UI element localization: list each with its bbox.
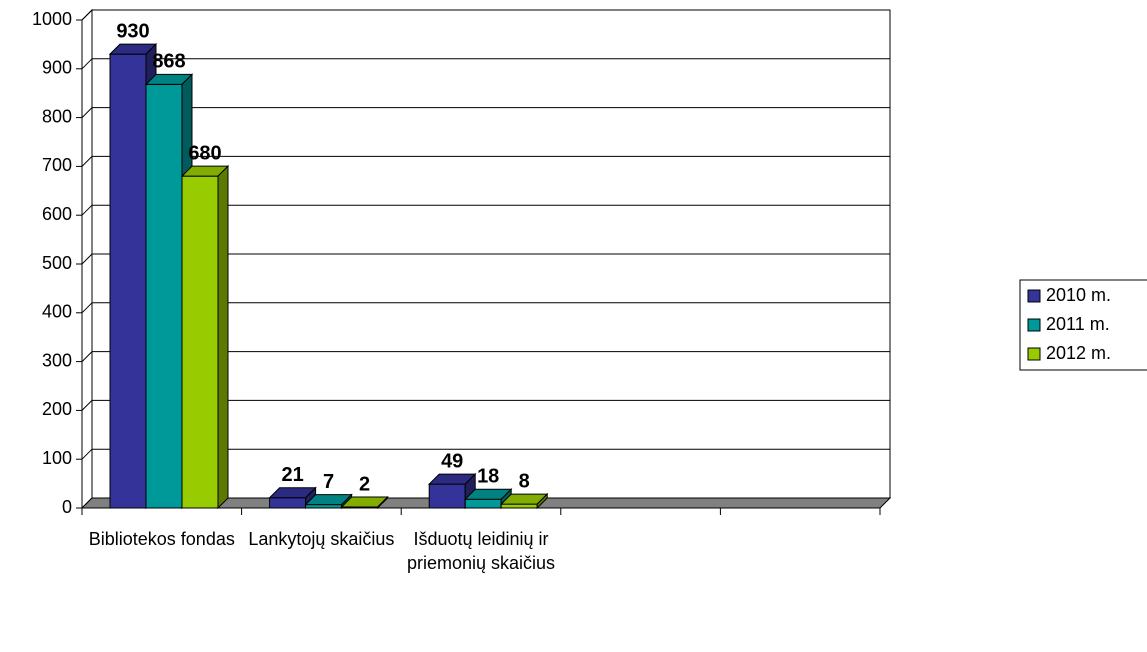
x-tick-label: Išduotų leidinių ir priemonių skaičius (406, 529, 556, 573)
data-label: 49 (441, 450, 463, 472)
legend-swatch (1027, 347, 1041, 361)
bar-side (217, 164, 229, 510)
y-tick-label: 200 (42, 399, 72, 419)
y-tick-label: 1000 (32, 9, 72, 29)
grid-line (81, 58, 93, 70)
bar (109, 53, 147, 509)
grid-line (81, 9, 93, 21)
data-label: 2 (359, 473, 370, 495)
grid-line (81, 448, 93, 460)
bar-side (377, 495, 389, 510)
bar (269, 497, 307, 509)
x-tick-label: Lankytojų skaičius (248, 529, 395, 549)
y-tick-label: 900 (42, 58, 72, 78)
bar (145, 83, 183, 509)
grid-line (81, 253, 93, 265)
y-tick-label: 700 (42, 155, 72, 175)
x-tick-label: Bibliotekos fondas (88, 529, 235, 549)
grid-line (81, 107, 93, 118)
bar-side (536, 492, 548, 510)
legend-box (1019, 279, 1147, 371)
y-tick-label: 300 (42, 350, 72, 370)
bar (500, 503, 538, 509)
y-tick-label: 400 (42, 302, 72, 322)
legend-swatch (1027, 318, 1041, 332)
data-label: 680 (188, 142, 221, 164)
grid-line (81, 302, 93, 314)
legend-swatch (1027, 289, 1041, 303)
data-label: 21 (281, 464, 303, 486)
legend-label: 2012 m. (1046, 343, 1111, 363)
data-label: 7 (323, 471, 334, 493)
bar (181, 175, 219, 509)
y-tick-label: 500 (42, 253, 72, 273)
grid-line (81, 156, 93, 167)
y-tick-label: 800 (42, 106, 72, 126)
grid-line (81, 351, 93, 362)
y-tick-label: 0 (62, 497, 72, 517)
data-label: 930 (116, 20, 149, 42)
legend-label: 2011 m. (1046, 314, 1110, 334)
bar (428, 483, 466, 509)
bar (305, 504, 343, 509)
bar (464, 498, 502, 509)
data-label: 18 (477, 465, 499, 487)
y-tick-label: 600 (42, 204, 72, 224)
legend-label: 2010 m. (1046, 285, 1111, 305)
grid-line (81, 400, 93, 411)
data-label: 8 (519, 470, 530, 492)
grid-line (81, 204, 93, 216)
data-label: 868 (152, 51, 185, 73)
y-tick-label: 100 (42, 448, 72, 468)
